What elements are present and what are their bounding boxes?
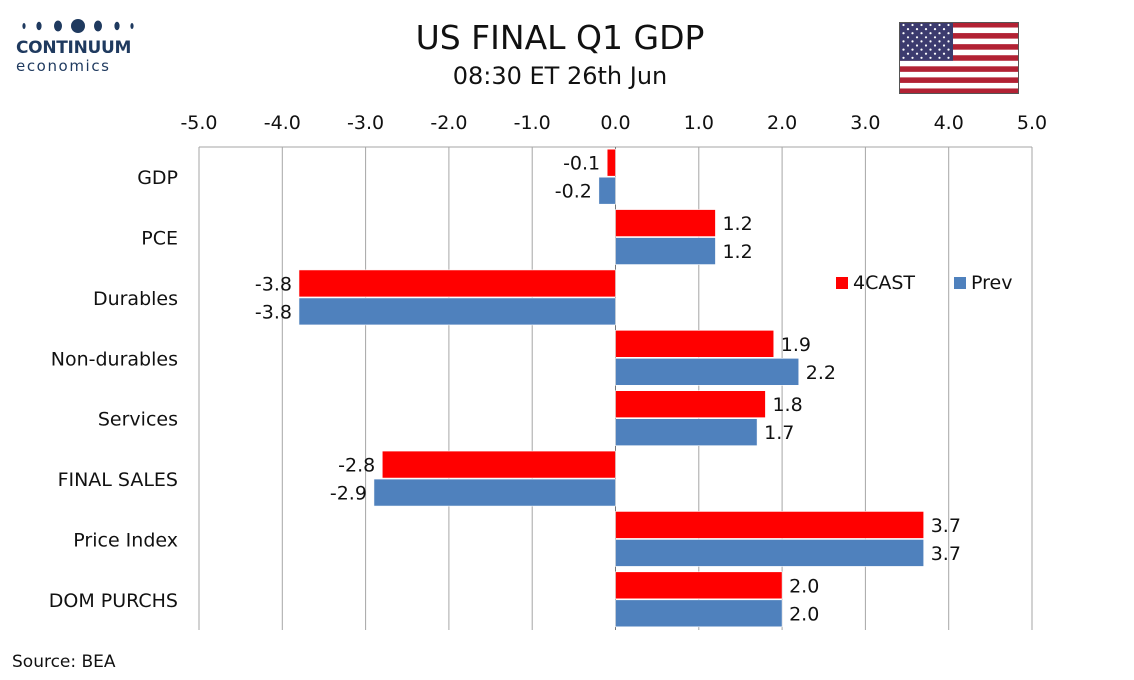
x-tick-label: -3.0 xyxy=(347,112,384,134)
bar-previous xyxy=(373,478,616,507)
bar-forecast xyxy=(615,390,766,418)
data-label: 1.8 xyxy=(772,394,802,416)
x-tick-label: -4.0 xyxy=(264,112,301,134)
data-label: 1.7 xyxy=(764,422,794,444)
data-label: 1.9 xyxy=(781,334,811,356)
legend-label: Prev xyxy=(971,272,1012,294)
category-label: FINAL SALES xyxy=(58,469,178,491)
data-label: 2.0 xyxy=(789,575,819,597)
data-label: 1.2 xyxy=(722,213,752,235)
category-label: DOM PURCHS xyxy=(49,590,178,612)
category-label: Durables xyxy=(93,288,178,310)
x-tick-label: 5.0 xyxy=(1017,112,1047,134)
x-tick-label: -1.0 xyxy=(514,112,551,134)
data-label: -2.9 xyxy=(330,483,367,505)
bar-forecast xyxy=(615,209,716,237)
data-label: -3.8 xyxy=(255,273,292,295)
x-tick-label: 4.0 xyxy=(934,112,964,134)
bar-forecast xyxy=(615,330,775,358)
x-tick-label: 2.0 xyxy=(767,112,797,134)
bar-previous xyxy=(615,539,925,567)
legend-label: 4CAST xyxy=(853,272,915,294)
x-tick-label: 1.0 xyxy=(684,112,714,134)
bar-forecast xyxy=(615,571,783,600)
chart-title: US FINAL Q1 GDP xyxy=(415,18,705,57)
x-tick-label: -2.0 xyxy=(430,112,467,134)
data-label: -3.8 xyxy=(255,301,292,323)
legend-swatch xyxy=(836,277,848,289)
data-label: 2.0 xyxy=(789,603,819,625)
source-note: Source: BEA xyxy=(12,652,116,672)
category-label: PCE xyxy=(141,228,178,250)
us-flag-icon xyxy=(899,22,1019,94)
legend-swatch xyxy=(954,277,966,289)
data-label: 3.7 xyxy=(931,543,961,565)
bar-forecast xyxy=(615,511,925,539)
bar-previous xyxy=(298,297,616,326)
data-label: 1.2 xyxy=(722,241,752,263)
continuum-logo: CONTINUUM economics xyxy=(10,12,150,82)
logo-subtitle: economics xyxy=(16,57,111,75)
category-label: Price Index xyxy=(73,529,178,551)
chart-subtitle: 08:30 ET 26th Jun xyxy=(452,62,668,90)
category-label: GDP xyxy=(137,167,178,189)
bar-previous xyxy=(598,176,616,205)
data-label: -0.2 xyxy=(555,181,592,203)
bar-previous xyxy=(615,237,716,265)
data-label: -2.8 xyxy=(338,455,375,477)
logo-name: CONTINUUM xyxy=(16,38,132,58)
category-label: Non-durables xyxy=(51,348,178,370)
data-label: -0.1 xyxy=(563,153,600,175)
bar-previous xyxy=(615,599,783,628)
x-tick-label: -5.0 xyxy=(180,112,217,134)
continuum-logo-icon xyxy=(22,19,134,33)
x-tick-label: 0.0 xyxy=(600,112,630,134)
bar-previous xyxy=(615,358,800,386)
bar-forecast xyxy=(298,269,616,298)
bar-previous xyxy=(615,418,758,446)
bar-forecast xyxy=(381,450,616,479)
category-label: Services xyxy=(98,409,178,431)
bar-forecast xyxy=(606,148,616,177)
x-tick-label: 3.0 xyxy=(850,112,880,134)
data-label: 2.2 xyxy=(806,362,836,384)
data-label: 3.7 xyxy=(931,515,961,537)
